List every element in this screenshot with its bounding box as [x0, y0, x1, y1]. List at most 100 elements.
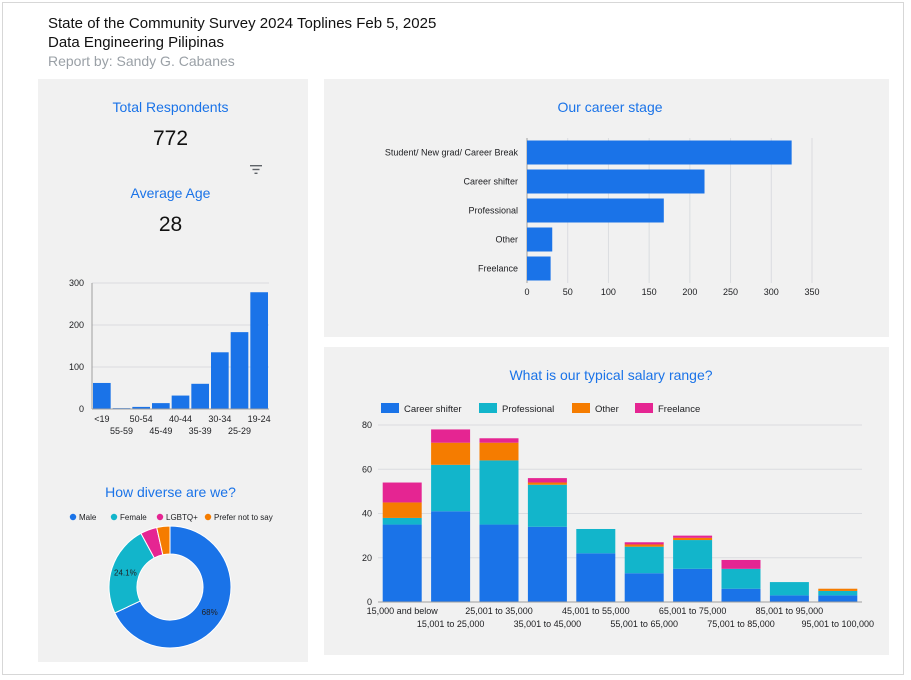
report-author: Report by: Sandy G. Cabanes	[48, 53, 235, 69]
salary-x-tick: 15,001 to 25,000	[417, 619, 485, 629]
salary-x-tick: 95,001 to 100,000	[802, 619, 875, 629]
diversity-legend-label: LGBTQ+	[166, 513, 198, 522]
career-x-tick: 50	[563, 287, 573, 297]
career-x-tick: 250	[723, 287, 738, 297]
career-bar	[527, 256, 551, 281]
salary-bar-segment	[624, 573, 664, 602]
report-header: State of the Community Survey 2024 Topli…	[48, 14, 436, 70]
diversity-legend-marker	[204, 513, 212, 521]
salary-bar-segment	[673, 540, 713, 569]
career-category-label: Student/ New grad/ Career Break	[385, 148, 519, 158]
career-category-label: Career shifter	[463, 177, 518, 187]
salary-x-tick: 15,000 and below	[367, 606, 439, 616]
salary-bar-segment	[673, 568, 713, 602]
salary-bar-segment	[673, 537, 713, 541]
salary-legend-label: Other	[595, 404, 619, 415]
salary-legend-label: Professional	[502, 404, 554, 415]
age-x-tick: 55-59	[110, 426, 133, 436]
diversity-slice	[114, 525, 232, 649]
career-x-tick: 350	[804, 287, 819, 297]
diversity-legend-label: Prefer not to say	[214, 513, 273, 522]
career-x-tick: 0	[524, 287, 529, 297]
salary-bar-segment	[382, 517, 422, 525]
career-category-label: Professional	[468, 206, 518, 216]
age-bar	[230, 332, 249, 409]
age-bar	[250, 292, 268, 409]
salary-x-tick: 25,001 to 35,000	[465, 606, 533, 616]
salary-bar-segment	[431, 511, 471, 602]
salary-chart-title: What is our typical salary range?	[509, 367, 713, 383]
age-x-tick: 19-24	[248, 414, 271, 424]
report-title: State of the Community Survey 2024 Topli…	[48, 15, 437, 32]
age-x-tick: 45-49	[149, 426, 172, 436]
age-x-tick: 30-34	[208, 414, 231, 424]
diversity-chart-title: How diverse are we?	[105, 484, 236, 500]
salary-x-tick: 85,001 to 95,000	[756, 606, 824, 616]
average-age-value: 28	[158, 213, 183, 236]
salary-bar-segment	[479, 442, 519, 461]
career-x-tick: 300	[764, 287, 779, 297]
diversity-slice	[156, 525, 171, 556]
career-category-label: Other	[495, 235, 518, 245]
salary-legend-label: Career shifter	[404, 404, 462, 415]
report-page	[2, 2, 904, 675]
salary-bar-segment	[382, 482, 422, 503]
salary-x-tick: 35,001 to 45,000	[514, 619, 582, 629]
salary-x-tick: 75,001 to 85,000	[707, 619, 775, 629]
age-bar	[211, 352, 229, 409]
career-bar	[527, 198, 664, 223]
salary-bar-segment	[624, 542, 664, 545]
diversity-slice-label: 68%	[202, 608, 218, 617]
salary-bar-segment	[527, 482, 567, 485]
salary-bar-segment	[527, 526, 567, 602]
age-y-tick: 0	[79, 404, 84, 414]
diversity-legend-marker	[69, 513, 77, 521]
career-x-tick: 200	[682, 287, 697, 297]
salary-bar-segment	[431, 442, 471, 465]
salary-legend-swatch	[635, 403, 653, 413]
salary-bar-segment	[721, 559, 761, 569]
salary-bar-segment	[431, 429, 471, 443]
salary-legend-swatch	[381, 403, 399, 413]
salary-x-tick: 45,001 to 55,000	[562, 606, 630, 616]
salary-bar-segment	[624, 544, 664, 547]
salary-bar-segment	[479, 438, 519, 443]
salary-bar-segment	[527, 478, 567, 483]
career-bar	[527, 140, 792, 165]
salary-legend-swatch	[572, 403, 590, 413]
age-x-tick: 40-44	[169, 414, 192, 424]
age-bar	[171, 395, 190, 409]
age-bar	[191, 383, 209, 409]
salary-x-tick: 55,001 to 65,000	[610, 619, 678, 629]
career-x-tick: 150	[642, 287, 657, 297]
diversity-legend-label: Male	[79, 513, 97, 522]
age-x-tick: 35-39	[189, 426, 212, 436]
salary-y-tick: 60	[362, 464, 372, 474]
salary-bar-segment	[624, 546, 664, 574]
filter-icon[interactable]	[250, 165, 262, 174]
diversity-slice-label: 24.1%	[114, 568, 137, 577]
salary-bar-segment	[576, 528, 616, 554]
career-bar	[527, 169, 705, 194]
salary-bar-segment	[818, 590, 858, 596]
salary-y-tick: 20	[362, 553, 372, 563]
salary-bar-segment	[721, 588, 761, 602]
career-x-tick: 100	[601, 287, 616, 297]
age-bar	[93, 382, 111, 409]
diversity-legend-label: Female	[120, 513, 147, 522]
career-chart-title: Our career stage	[557, 99, 663, 115]
average-age-label: Average Age	[130, 185, 211, 201]
salary-bar-segment	[673, 535, 713, 538]
salary-bar-segment	[769, 595, 809, 602]
age-bar	[132, 406, 150, 409]
career-bar	[527, 227, 553, 252]
salary-y-tick: 80	[362, 420, 372, 430]
age-bar	[152, 403, 170, 409]
salary-y-tick: 0	[367, 597, 372, 607]
salary-bar-segment	[431, 464, 471, 512]
age-y-tick: 200	[69, 320, 84, 330]
salary-bar-segment	[479, 524, 519, 602]
total-respondents-label: Total Respondents	[112, 99, 229, 115]
